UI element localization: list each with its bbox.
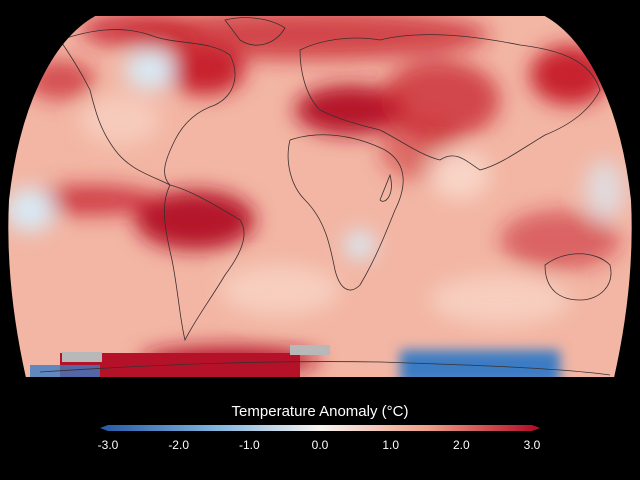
colorbar-gradient bbox=[108, 425, 532, 431]
colorbar-tick-label: -1.0 bbox=[238, 438, 260, 452]
colorbar-max-arrow bbox=[532, 425, 540, 431]
map-globe bbox=[7, 15, 633, 378]
world-map-svg bbox=[6, 14, 634, 379]
colorbar-tick-label: -3.0 bbox=[97, 438, 119, 452]
colorbar-legend: Temperature Anomaly (°C) -3.0 -2.0 -1.0 0.0… bbox=[0, 395, 640, 480]
colorbar-tick-label: 3.0 bbox=[523, 438, 541, 452]
colorbar bbox=[100, 425, 540, 431]
colorbar-tick-label: 0.0 bbox=[311, 438, 329, 452]
colorbar-tick-label: -2.0 bbox=[168, 438, 189, 452]
anomaly-field bbox=[7, 15, 625, 374]
temperature-anomaly-map bbox=[6, 14, 634, 379]
legend-title: Temperature Anomaly (°C) bbox=[231, 403, 409, 420]
coastlines bbox=[39, 17, 612, 376]
colorbar-tick-label: 2.0 bbox=[452, 438, 470, 452]
colorbar-tick-label: 1.0 bbox=[382, 438, 399, 452]
antarctic-anomaly bbox=[30, 345, 560, 378]
colorbar-min-arrow bbox=[100, 425, 108, 431]
globe-outline bbox=[6, 14, 634, 379]
